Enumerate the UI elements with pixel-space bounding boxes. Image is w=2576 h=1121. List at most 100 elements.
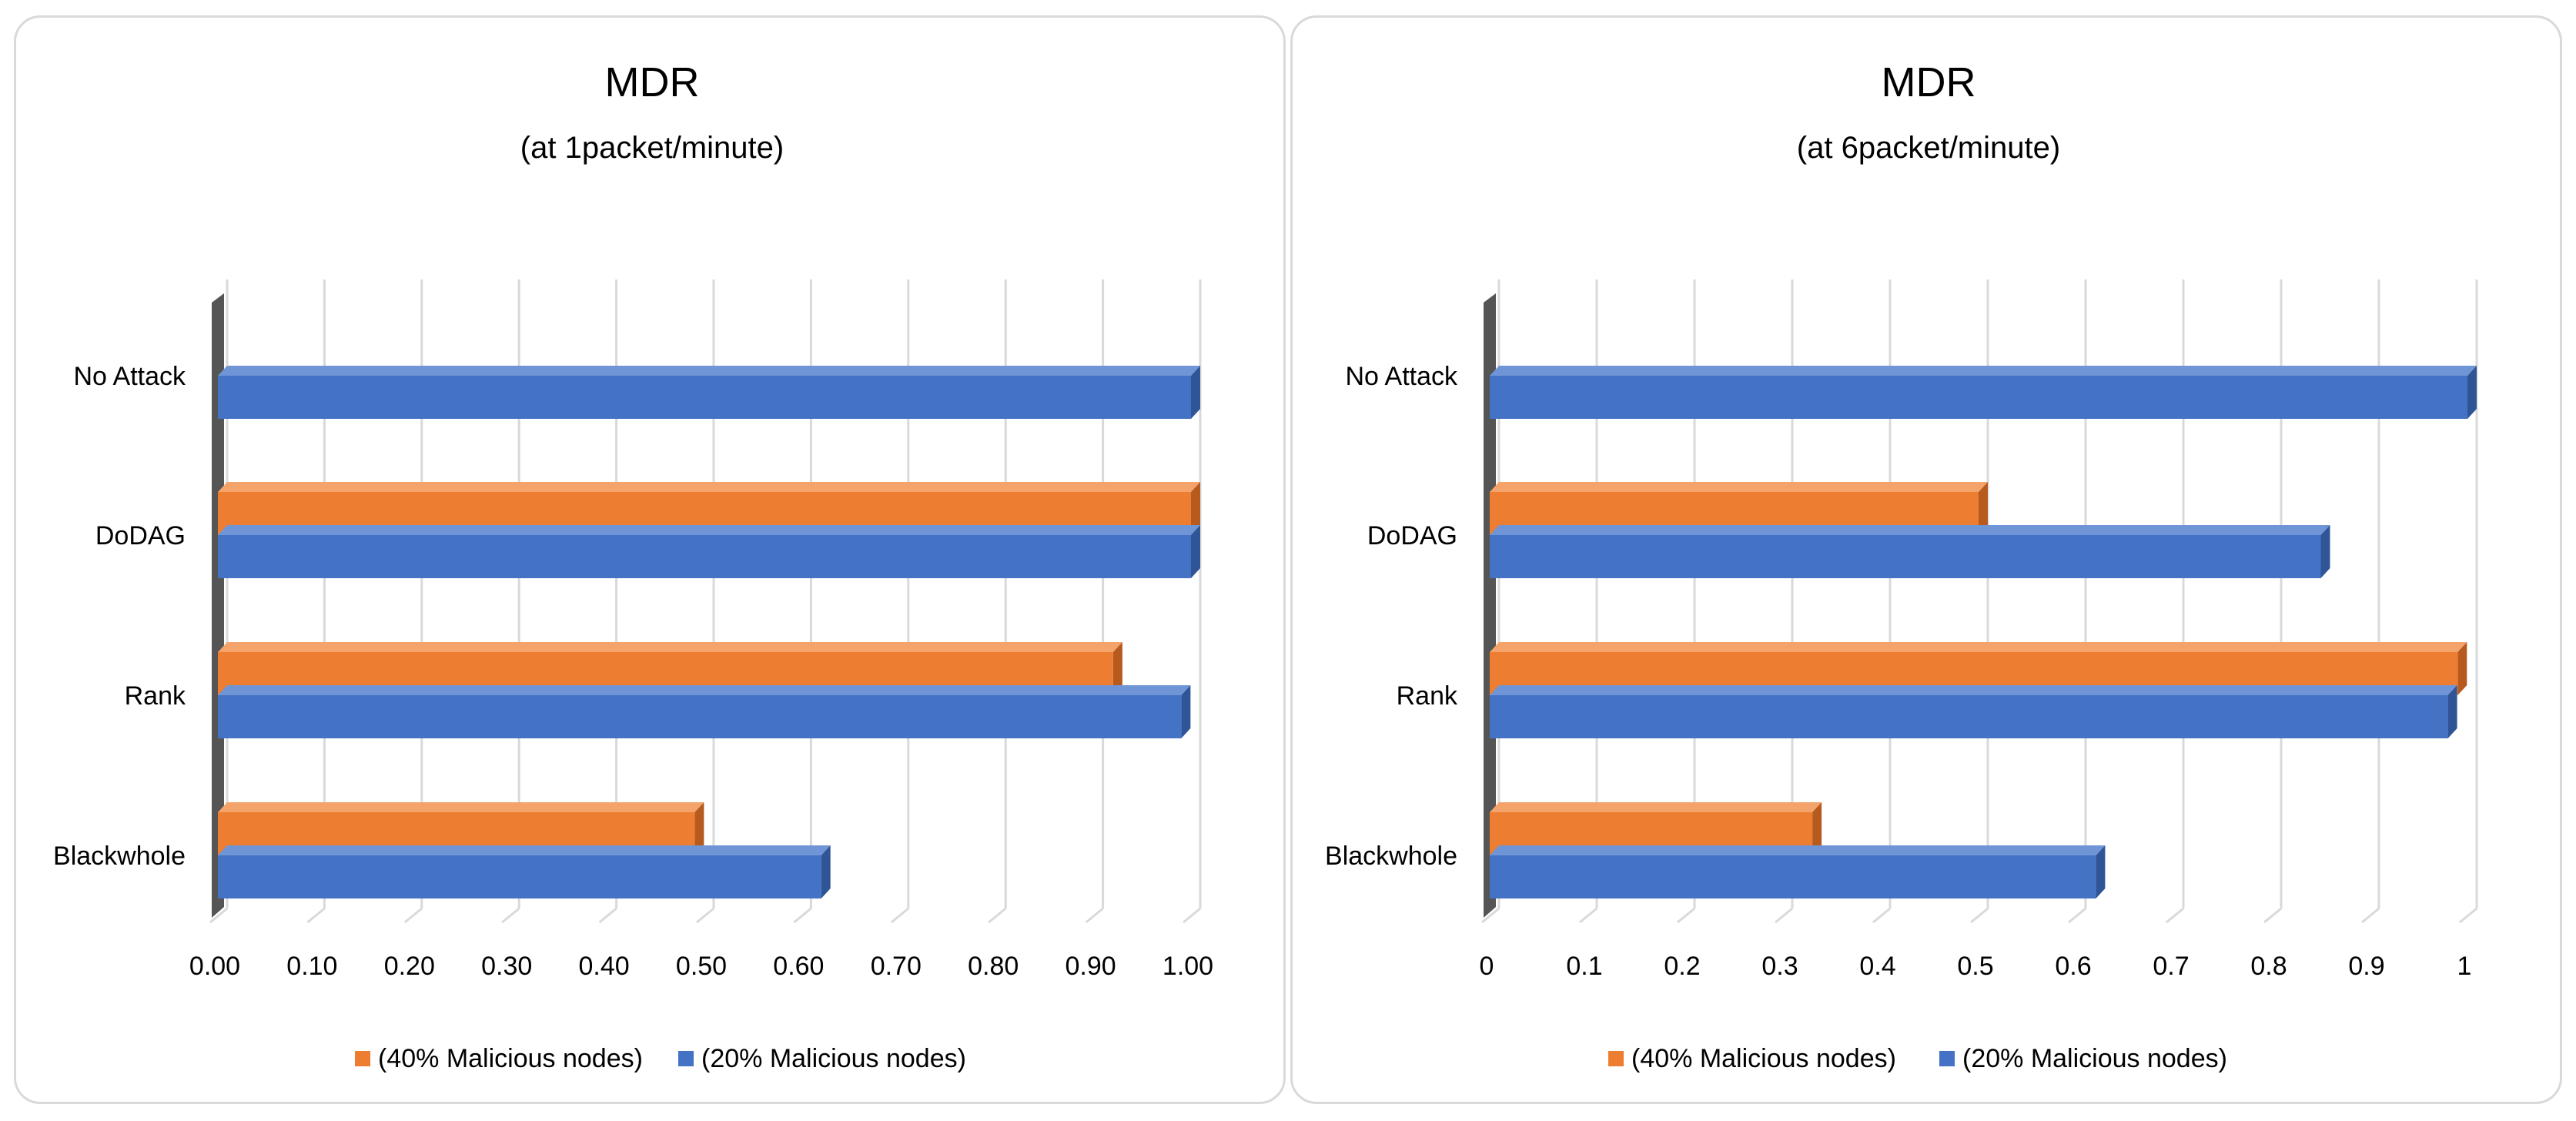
x-tick-label: 0.30	[481, 952, 532, 981]
bar-20pct	[1490, 535, 2321, 578]
chart-panel-left: MDR (at 1packet/minute) 0.00 0.10 0.20 0.30…	[14, 15, 1286, 1104]
bar-20pct-side	[1191, 366, 1200, 419]
gridline-floor	[988, 907, 1007, 924]
x-tick-label: 0.4	[1859, 952, 1895, 981]
bar-20pct-top	[1490, 525, 2330, 535]
bar-40pct-top	[218, 482, 1200, 492]
x-tick-label: 0.9	[2348, 952, 2384, 981]
bar-20pct-side	[2467, 366, 2477, 419]
bar-20pct-top	[218, 366, 1200, 376]
gridline-floor	[2361, 907, 2380, 924]
gridline-floor	[1579, 907, 1597, 924]
gridline-floor	[2263, 907, 2282, 924]
x-tick-label: 0.40	[579, 952, 630, 981]
x-tick-label: 0.00	[189, 952, 240, 981]
gridline-floor	[598, 907, 617, 924]
bar-20pct	[218, 695, 1182, 738]
gridline-floor	[209, 907, 228, 924]
category-label: No Attack	[1345, 362, 1458, 391]
bar-20pct-top	[218, 525, 1200, 535]
category-label: Rank	[125, 681, 186, 711]
x-tick-label: 0.20	[384, 952, 435, 981]
bar-20pct	[1490, 855, 2096, 898]
x-tick-label: 0.50	[676, 952, 727, 981]
x-tick-label: 0.10	[286, 952, 337, 981]
gridline-floor	[1085, 907, 1104, 924]
bar-20pct	[218, 535, 1191, 578]
bar-20pct-top	[1490, 685, 2457, 695]
gridline-floor	[1872, 907, 1891, 924]
x-tick-label: 0.7	[2153, 952, 2189, 981]
bar-40pct-side	[1979, 482, 1988, 535]
gridline-floor	[793, 907, 812, 924]
gridline-floor	[2068, 907, 2086, 924]
x-tick-label: 0.70	[871, 952, 922, 981]
bar-40pct-side	[1112, 642, 1122, 695]
legend-swatch	[1939, 1051, 1955, 1066]
gridline-floor	[403, 907, 423, 924]
bar-20pct-side	[2320, 525, 2330, 578]
bar-40pct-side	[2457, 642, 2467, 695]
x-tick-label: 0.80	[968, 952, 1019, 981]
gridline-floor	[501, 907, 520, 924]
gridline-floor	[890, 907, 909, 924]
category-label: Blackwhole	[53, 842, 186, 871]
bar-20pct	[218, 376, 1191, 419]
x-tick-label: 0	[1480, 952, 1494, 981]
gridline-floor	[1677, 907, 1695, 924]
chart-left-svg: MDR (at 1packet/minute) 0.00 0.10 0.20 0.30…	[53, 59, 1213, 1073]
bar-40pct-side	[1191, 482, 1200, 535]
category-label: Rank	[1397, 681, 1458, 711]
legend-swatch	[678, 1051, 694, 1066]
bar-20pct-top	[218, 845, 831, 855]
axis-wall	[212, 293, 224, 918]
bar-20pct	[218, 855, 821, 898]
gridline-floor	[2166, 907, 2184, 924]
x-tick-label: 1	[2457, 952, 2472, 981]
x-tick-label: 0.1	[1566, 952, 1602, 981]
gridline-floor	[1970, 907, 1989, 924]
category-label: No Attack	[73, 362, 186, 391]
bar-20pct-side	[821, 845, 831, 898]
bar-40pct-side	[694, 802, 704, 855]
bar-40pct-top	[1490, 482, 1988, 492]
chart-subtitle: (at 1packet/minute)	[520, 131, 784, 165]
bar-20pct-side	[1191, 525, 1200, 578]
bar-40pct-top	[218, 642, 1122, 652]
x-tick-label: 0.60	[773, 952, 824, 981]
gridline-floor	[1183, 907, 1201, 924]
category-label: Blackwhole	[1325, 842, 1457, 871]
bar-20pct-top	[1490, 845, 2106, 855]
legend-label: (20% Malicious nodes)	[701, 1044, 966, 1073]
x-tick-label: 0.8	[2250, 952, 2287, 981]
legend-swatch	[1608, 1051, 1624, 1066]
gridline-floor	[1481, 907, 1500, 924]
gridline-floor	[306, 907, 326, 924]
chart-subtitle: (at 6packet/minute)	[1797, 131, 2060, 165]
chart-title: MDR	[605, 59, 700, 105]
bar-40pct-side	[1812, 802, 1822, 855]
x-tick-label: 0.3	[1761, 952, 1798, 981]
x-tick-label: 0.5	[1957, 952, 1993, 981]
category-label: DoDAG	[95, 521, 186, 550]
bar-20pct-top	[1490, 366, 2477, 376]
bar-20pct-top	[218, 685, 1191, 695]
gridline-floor	[696, 907, 714, 924]
x-tick-label: 1.00	[1163, 952, 1213, 981]
bar-40pct-top	[218, 802, 704, 812]
legend-label: (40% Malicious nodes)	[1631, 1044, 1896, 1073]
bar-40pct-top	[1490, 642, 2467, 652]
chart-panel-right: MDR (at 6packet/minute) 0 0.1 0.2 0.3 0.4 0.5…	[1290, 15, 2562, 1104]
bar-20pct-side	[2447, 685, 2457, 738]
bar-40pct-top	[1490, 802, 1822, 812]
chart-title: MDR	[1882, 59, 1976, 105]
axis-wall	[1484, 293, 1496, 918]
bar-20pct-side	[2096, 845, 2106, 898]
bar-20pct	[1490, 376, 2467, 419]
legend-swatch	[355, 1051, 370, 1066]
x-tick-label: 0.90	[1066, 952, 1116, 981]
gridline-floor	[1775, 907, 1793, 924]
gridline-floor	[2459, 907, 2477, 924]
x-tick-label: 0.6	[2055, 952, 2091, 981]
chart-right-svg: MDR (at 6packet/minute) 0 0.1 0.2 0.3 0.4 0.5…	[1325, 59, 2478, 1073]
